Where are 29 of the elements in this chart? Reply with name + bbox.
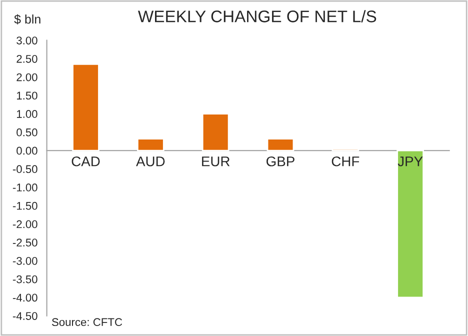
y-tick-label: -3.00 (12, 257, 38, 265)
y-tick-label: 1.00 (16, 110, 38, 118)
bar (72, 64, 100, 152)
y-tick-label: 2.00 (16, 73, 38, 82)
chart-title: WEEKLY CHANGE OF NET L/S (138, 10, 376, 22)
y-tick-label: 0.00 (16, 146, 38, 155)
y-tick-label: 0.50 (16, 128, 38, 136)
y-tick-label: -1.00 (12, 184, 38, 192)
bar (136, 138, 164, 152)
y-tick-label: -4.50 (12, 312, 38, 320)
x-tick-label: EUR (202, 156, 230, 166)
bar (266, 138, 294, 152)
source-note: Source: CFTC (52, 318, 122, 326)
x-tick-label: AUD (136, 156, 165, 166)
y-tick-label: 2.50 (16, 54, 38, 63)
x-tick-label: CHF (332, 156, 360, 166)
x-tick-label: CAD (72, 156, 100, 166)
y-tick-label: -3.50 (12, 275, 38, 284)
y-tick-label: 3.00 (16, 36, 38, 44)
bar (202, 113, 230, 152)
y-tick-label: -2.50 (12, 238, 38, 247)
y-tick-label: -2.00 (12, 220, 38, 228)
y-tick-label: -0.50 (12, 165, 38, 174)
y-tick-label: -1.50 (12, 202, 38, 210)
y-tick-label: 1.50 (16, 92, 38, 100)
bar (396, 150, 424, 298)
x-tick-label: GBP (266, 156, 294, 166)
y-axis-title: $ bln (14, 14, 40, 24)
y-tick-label: -4.00 (12, 294, 38, 302)
